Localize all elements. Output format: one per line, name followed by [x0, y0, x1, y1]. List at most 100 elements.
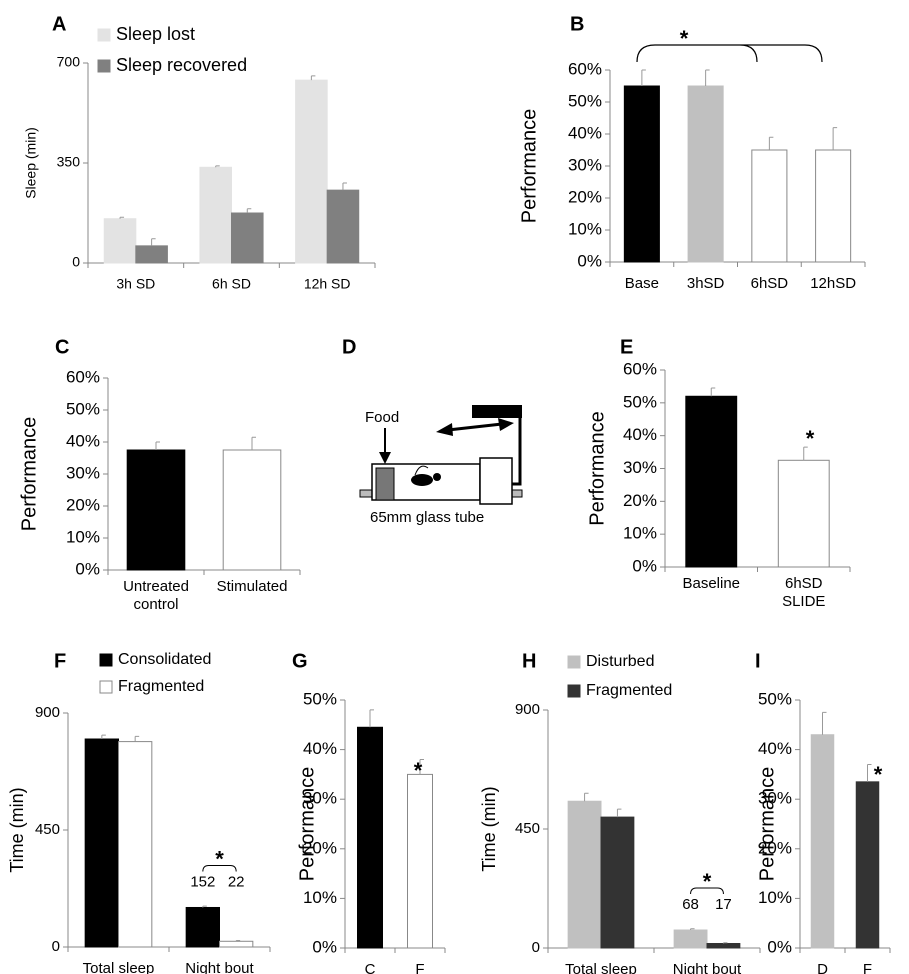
legend-label: Consolidated	[118, 651, 211, 668]
x-tick-label: 12hSD	[810, 275, 856, 292]
annotation: *	[414, 758, 423, 783]
y-tick-label: 20%	[303, 838, 337, 857]
error-bar	[119, 216, 125, 219]
x-tick-label: 3hSD	[687, 275, 725, 292]
bar	[815, 149, 852, 263]
y-tick-label: 0	[72, 254, 80, 270]
bar	[118, 741, 153, 948]
x-tick-label: Total sleep	[565, 961, 637, 974]
y-tick-label: 60%	[568, 59, 602, 78]
annotation: *	[703, 869, 712, 894]
apparatus-diagram: D Food 65mm glass tube	[342, 336, 523, 526]
error-bar	[215, 165, 220, 168]
x-tick-label: Untreated control	[123, 578, 189, 613]
x-tick-label: Total sleep	[83, 960, 155, 974]
error-bar	[641, 69, 646, 86]
y-tick-label: 0	[532, 939, 540, 956]
y-axis-label: Time (min)	[479, 786, 499, 871]
bar	[855, 781, 880, 949]
bar	[567, 800, 602, 949]
y-tick-label: 50%	[623, 392, 657, 411]
y-tick-label: 0	[52, 938, 60, 955]
bar	[623, 85, 660, 263]
legend-swatch	[99, 653, 113, 667]
y-tick-label: 40%	[623, 425, 657, 444]
value-label: 152	[190, 873, 215, 890]
y-tick-label: 30%	[623, 458, 657, 477]
x-tick-label: Baseline	[682, 575, 741, 592]
y-tick-label: 40%	[568, 123, 602, 142]
y-tick-label: 20%	[66, 495, 100, 514]
error-bar	[235, 940, 241, 942]
x-tick-label: F	[415, 961, 424, 974]
significance-bracket	[690, 887, 724, 895]
bar	[219, 940, 254, 948]
food	[375, 467, 395, 501]
bar	[685, 395, 738, 568]
motion-arrow	[447, 422, 503, 432]
error-bar	[584, 792, 589, 802]
y-tick-label: 50%	[66, 399, 100, 418]
y-tick-label: 20%	[623, 491, 657, 510]
bar	[687, 85, 724, 263]
y-tick-label: 60%	[623, 359, 657, 378]
y-tick-label: 0%	[632, 556, 657, 575]
y-axis-label: Performance	[586, 411, 608, 526]
bar	[135, 245, 168, 264]
annotation: *	[874, 762, 883, 787]
fly-wing	[414, 465, 429, 476]
bar	[751, 149, 788, 263]
y-axis-label: Sleep (min)	[23, 127, 39, 199]
y-tick-label: 30%	[568, 155, 602, 174]
error-bar	[151, 238, 156, 246]
error-bar	[342, 182, 347, 191]
bar	[103, 218, 137, 264]
panel-label: G	[292, 650, 308, 672]
y-axis-label: Performance	[18, 417, 40, 532]
error-bar	[822, 711, 827, 735]
value-label: 68	[682, 896, 699, 913]
legend-swatch	[97, 59, 111, 73]
x-tick-label: D	[817, 961, 828, 974]
error-bar	[419, 759, 424, 775]
y-tick-label: 40%	[66, 431, 100, 450]
tube-holder	[479, 457, 513, 505]
legend-label: Sleep lost	[116, 24, 195, 44]
fly-head	[433, 473, 441, 481]
legend-label: Fragmented	[118, 678, 204, 695]
legend-swatch	[567, 684, 581, 698]
y-tick-label: 0%	[75, 559, 100, 578]
bar	[357, 726, 383, 949]
x-tick-label: 6h SD	[212, 276, 251, 292]
fly	[411, 474, 433, 486]
error-bar	[134, 735, 140, 742]
panel-label: C	[55, 336, 69, 358]
x-tick-label: Night bout	[185, 960, 254, 974]
panel-label: E	[620, 336, 633, 358]
legend-label: Fragmented	[586, 682, 672, 699]
annotation: *	[806, 426, 815, 451]
value-label: 17	[715, 896, 732, 913]
annotation: *	[680, 26, 689, 51]
y-tick-label: 700	[57, 54, 81, 70]
x-tick-label: C	[365, 961, 376, 974]
x-tick-label: 3h SD	[116, 276, 155, 292]
error-bar	[690, 928, 695, 931]
significance-bracket	[636, 44, 823, 63]
y-tick-label: 50%	[758, 689, 792, 708]
error-bar	[251, 436, 256, 450]
y-tick-label: 10%	[568, 219, 602, 238]
y-axis-label: Time (min)	[7, 787, 27, 872]
y-tick-label: 30%	[303, 789, 337, 808]
panel-label: B	[570, 13, 584, 35]
x-tick-label: F	[863, 961, 872, 974]
value-label: 22	[228, 873, 245, 890]
diagram-label: 65mm glass tube	[370, 509, 484, 526]
error-bar	[832, 127, 838, 150]
error-bar	[867, 763, 872, 782]
panel-label: H	[522, 650, 536, 672]
y-tick-label: 60%	[66, 367, 100, 386]
significance-bracket	[202, 864, 237, 872]
